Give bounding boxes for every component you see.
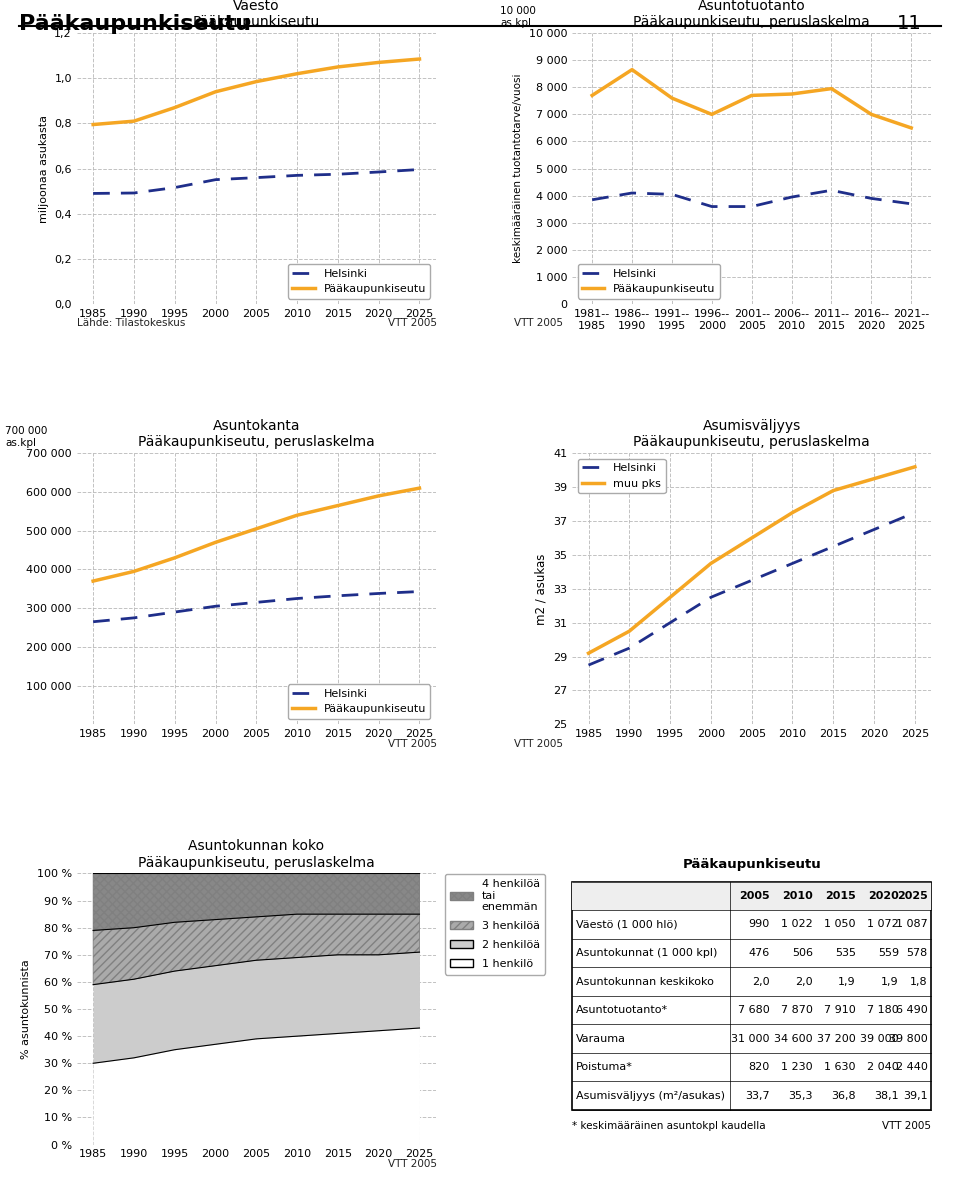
- Text: 35,3: 35,3: [788, 1090, 813, 1101]
- Text: Lähde: Tilastokeskus: Lähde: Tilastokeskus: [77, 319, 185, 328]
- Text: 7 910: 7 910: [824, 1005, 855, 1015]
- Legend: Helsinki, Pääkaupunkiseutu: Helsinki, Pääkaupunkiseutu: [288, 684, 430, 719]
- Text: 31 000: 31 000: [732, 1034, 770, 1043]
- Text: Väestö (1 000 hlö): Väestö (1 000 hlö): [576, 919, 678, 930]
- Legend: 4 henkilöä
tai
enemmän, 3 henkilöä, 2 henkilöä, 1 henkilö: 4 henkilöä tai enemmän, 3 henkilöä, 2 he…: [444, 873, 545, 975]
- Text: 39 800: 39 800: [889, 1034, 927, 1043]
- Text: Asuntotuotanto*: Asuntotuotanto*: [576, 1005, 668, 1015]
- Text: 6 490: 6 490: [896, 1005, 927, 1015]
- Text: 36,8: 36,8: [831, 1090, 855, 1101]
- Text: 2,0: 2,0: [795, 977, 813, 986]
- Text: 2010: 2010: [782, 891, 813, 900]
- Text: 7 180: 7 180: [867, 1005, 899, 1015]
- Text: 39 000: 39 000: [860, 1034, 899, 1043]
- Text: 578: 578: [906, 948, 927, 958]
- Text: VTT 2005: VTT 2005: [388, 739, 437, 748]
- Text: Pääkaupunkiseutu: Pääkaupunkiseutu: [683, 858, 821, 871]
- Text: 1 050: 1 050: [825, 919, 855, 930]
- Text: * keskimääräinen asuntokpl kaudella: * keskimääräinen asuntokpl kaudella: [572, 1121, 766, 1130]
- Text: 1 230: 1 230: [781, 1062, 813, 1073]
- Text: 11: 11: [897, 14, 922, 33]
- Title: Asuntokunnan koko
Pääkaupunkiseutu, peruslaskelma: Asuntokunnan koko Pääkaupunkiseutu, peru…: [138, 839, 374, 870]
- Title: Asumisväljyys
Pääkaupunkiseutu, peruslaskelma: Asumisväljyys Pääkaupunkiseutu, peruslas…: [634, 419, 870, 450]
- Text: 33,7: 33,7: [745, 1090, 770, 1101]
- Text: 1,9: 1,9: [881, 977, 899, 986]
- Text: VTT 2005: VTT 2005: [514, 739, 563, 748]
- Legend: Helsinki, Pääkaupunkiseutu: Helsinki, Pääkaupunkiseutu: [578, 264, 720, 299]
- Text: 1 087: 1 087: [896, 919, 927, 930]
- Y-axis label: % asuntokunnista: % asuntokunnista: [21, 959, 32, 1058]
- Text: 1 630: 1 630: [825, 1062, 855, 1073]
- Text: 535: 535: [835, 948, 855, 958]
- Text: VTT 2005: VTT 2005: [388, 1159, 437, 1168]
- Text: 7 870: 7 870: [780, 1005, 813, 1015]
- Polygon shape: [93, 914, 420, 984]
- Text: VTT 2005: VTT 2005: [514, 319, 563, 328]
- Text: 34 600: 34 600: [774, 1034, 813, 1043]
- Text: 2 040: 2 040: [867, 1062, 899, 1073]
- Text: Asuntokunnat (1 000 kpl): Asuntokunnat (1 000 kpl): [576, 948, 717, 958]
- Text: 1 022: 1 022: [781, 919, 813, 930]
- Text: 39,1: 39,1: [903, 1090, 927, 1101]
- Text: 2,0: 2,0: [752, 977, 770, 986]
- Legend: Helsinki, muu pks: Helsinki, muu pks: [578, 459, 665, 493]
- Text: 2025: 2025: [897, 891, 927, 900]
- Text: 990: 990: [749, 919, 770, 930]
- Text: Poistuma*: Poistuma*: [576, 1062, 633, 1073]
- Text: VTT 2005: VTT 2005: [388, 319, 437, 328]
- Bar: [572, 881, 931, 1110]
- Text: Asuntokunnan keskikoko: Asuntokunnan keskikoko: [576, 977, 713, 986]
- Text: 37 200: 37 200: [817, 1034, 855, 1043]
- Title: Väestö
Pääkaupunkiseutu: Väestö Pääkaupunkiseutu: [193, 0, 320, 30]
- Text: 38,1: 38,1: [875, 1090, 899, 1101]
- Text: VTT 2005: VTT 2005: [882, 1121, 931, 1130]
- Text: 820: 820: [749, 1062, 770, 1073]
- Text: 2015: 2015: [825, 891, 855, 900]
- Text: 1,9: 1,9: [838, 977, 855, 986]
- Text: 559: 559: [877, 948, 899, 958]
- Text: Pääkaupunkiseutu: Pääkaupunkiseutu: [19, 14, 252, 34]
- Text: Asumisväljyys (m²/asukas): Asumisväljyys (m²/asukas): [576, 1090, 725, 1101]
- Text: 2005: 2005: [739, 891, 770, 900]
- Title: Asuntotuotanto
Pääkaupunkiseutu, peruslaskelma: Asuntotuotanto Pääkaupunkiseutu, perusla…: [634, 0, 870, 30]
- Text: 700 000
as.kpl: 700 000 as.kpl: [5, 426, 47, 448]
- Text: Varauma: Varauma: [576, 1034, 626, 1043]
- Text: 506: 506: [792, 948, 813, 958]
- Text: 10 000
as.kpl: 10 000 as.kpl: [500, 6, 537, 27]
- Bar: [572, 881, 931, 910]
- Title: Asuntokanta
Pääkaupunkiseutu, peruslaskelma: Asuntokanta Pääkaupunkiseutu, peruslaske…: [138, 419, 374, 450]
- Text: 2 440: 2 440: [896, 1062, 927, 1073]
- Text: 1,8: 1,8: [910, 977, 927, 986]
- Text: 7 680: 7 680: [738, 1005, 770, 1015]
- Y-axis label: keskimääräinen tuotantotarve/vuosi: keskimääräinen tuotantotarve/vuosi: [514, 74, 523, 263]
- Legend: Helsinki, Pääkaupunkiseutu: Helsinki, Pääkaupunkiseutu: [288, 264, 430, 299]
- Text: 2020: 2020: [868, 891, 899, 900]
- Polygon shape: [93, 873, 420, 930]
- Text: 476: 476: [749, 948, 770, 958]
- Y-axis label: m2 / asukas: m2 / asukas: [535, 553, 547, 624]
- Text: 1 072: 1 072: [867, 919, 899, 930]
- Y-axis label: miljoonaa asukasta: miljoonaa asukasta: [38, 114, 49, 223]
